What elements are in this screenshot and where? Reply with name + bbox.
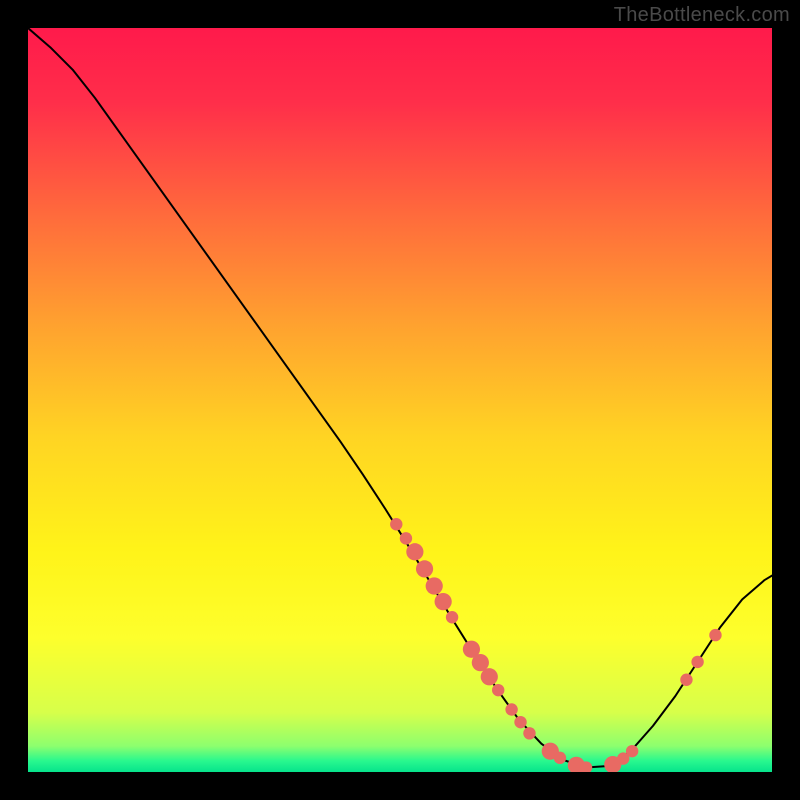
chart-marker xyxy=(680,674,692,686)
chart-marker xyxy=(626,745,638,757)
chart-svg xyxy=(28,28,772,772)
chart-marker xyxy=(390,518,402,530)
chart-marker xyxy=(492,684,504,696)
chart-frame: TheBottleneck.com xyxy=(0,0,800,800)
chart-marker xyxy=(472,654,489,671)
chart-marker xyxy=(426,577,443,594)
chart-plot xyxy=(28,28,772,772)
chart-background xyxy=(28,28,772,772)
chart-marker xyxy=(691,656,703,668)
watermark-text: TheBottleneck.com xyxy=(614,4,790,27)
chart-marker xyxy=(554,752,566,764)
chart-marker xyxy=(481,668,498,685)
chart-marker xyxy=(514,716,526,728)
chart-marker xyxy=(505,703,517,715)
chart-marker xyxy=(406,543,423,560)
chart-marker xyxy=(416,560,433,577)
chart-marker xyxy=(709,629,721,641)
chart-marker xyxy=(446,611,458,623)
chart-marker xyxy=(400,532,412,544)
chart-marker xyxy=(435,593,452,610)
chart-marker xyxy=(523,727,535,739)
